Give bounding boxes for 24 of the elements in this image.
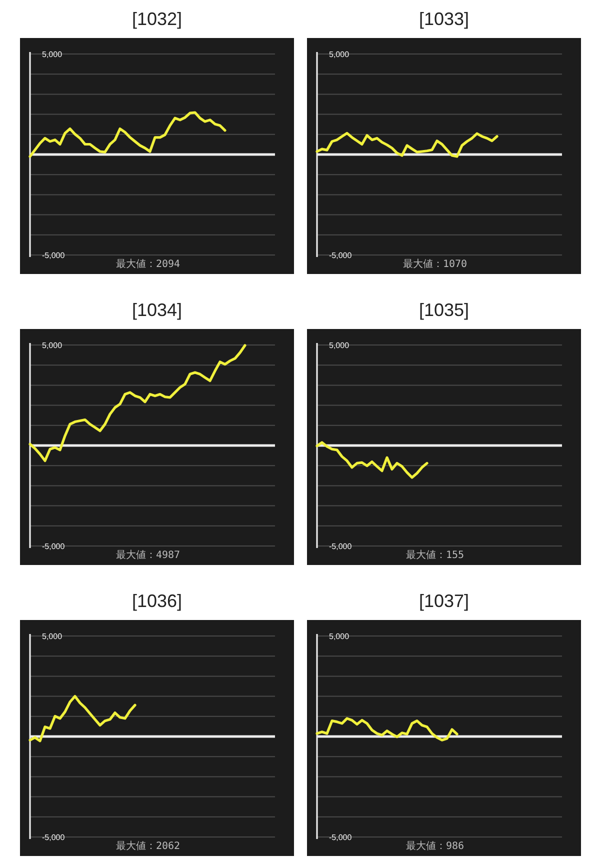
y-tick-label: -5,000	[42, 833, 66, 842]
y-tick-label: -5,000	[329, 542, 352, 551]
y-tick-label: 5,000	[42, 341, 63, 350]
chart-title: [1034]	[132, 300, 182, 320]
text: 最大値：986	[406, 840, 464, 852]
y-tick-label: -5,000	[329, 251, 352, 260]
chart-title: [1036]	[132, 591, 182, 611]
y-tick-label: 5,000	[42, 50, 63, 59]
y-tick-label: 5,000	[329, 341, 350, 350]
text: 最大値：4987	[116, 549, 180, 561]
chart-title: [1032]	[132, 9, 182, 29]
y-tick-label: -5,000	[42, 542, 66, 551]
y-tick-label: 5,000	[329, 50, 350, 59]
y-tick-label: 5,000	[42, 632, 63, 641]
y-tick-label: 5,000	[329, 632, 350, 641]
y-tick-label: -5,000	[42, 251, 66, 260]
y-tick-label: -5,000	[329, 833, 352, 842]
text: 最大値：1070	[402, 258, 468, 270]
chart-title: [1033]	[418, 9, 470, 29]
text: 最大値：155	[406, 549, 464, 561]
text: 最大値：2094	[116, 258, 180, 270]
text: 最大値：2062	[116, 840, 180, 852]
chart-title: [1035]	[418, 300, 470, 320]
chart-title: [1037]	[418, 591, 470, 611]
